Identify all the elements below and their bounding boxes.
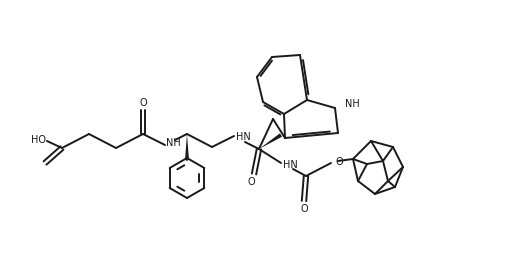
Polygon shape: [185, 134, 189, 160]
Text: NH: NH: [166, 138, 181, 148]
Text: HO: HO: [30, 135, 46, 145]
Text: HN: HN: [283, 160, 298, 170]
Text: NH: NH: [345, 99, 360, 109]
Text: O: O: [247, 177, 255, 187]
Text: HN: HN: [236, 132, 251, 142]
Polygon shape: [259, 133, 282, 149]
Text: O: O: [300, 204, 308, 214]
Text: O: O: [139, 98, 147, 108]
Text: O: O: [335, 157, 343, 167]
